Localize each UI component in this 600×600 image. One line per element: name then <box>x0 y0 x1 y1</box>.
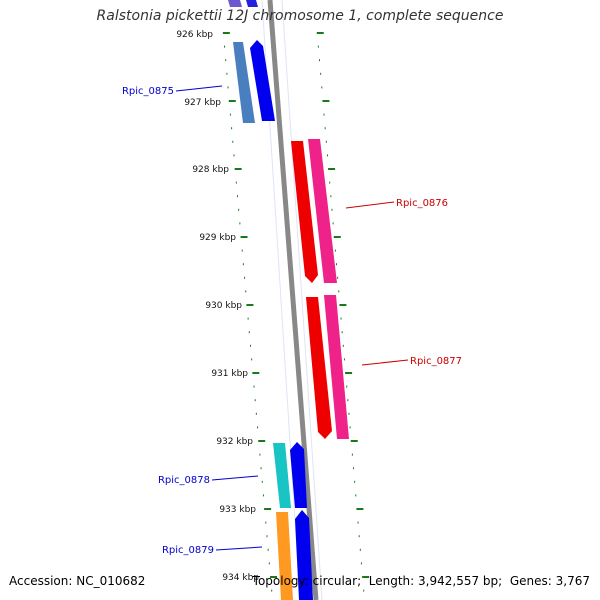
kbp-tick-label: 930 kbp <box>205 301 242 311</box>
gene-feature-partial[interactable] <box>228 0 242 7</box>
gene-feature-rpic-0878-outer[interactable] <box>273 443 291 508</box>
kbp-scale: 926 kbp 927 kbp 928 kbp 929 kbp 930 kbp … <box>176 30 259 583</box>
kbp-tick-label: 926 kbp <box>176 30 213 40</box>
gene-feature-rpic-0878[interactable] <box>290 442 307 508</box>
gene-label-rpic-0879[interactable]: Rpic_0879 <box>162 545 214 556</box>
sequence-info: Topology: circular; Length: 3,942,557 bp… <box>252 574 590 588</box>
gene-feature-partial[interactable] <box>246 0 258 7</box>
accession-value: NC_010682 <box>76 574 146 588</box>
gene-feature-rpic-0877[interactable] <box>306 297 332 439</box>
gene-label-rpic-0876[interactable]: Rpic_0876 <box>396 198 448 209</box>
map-title: Ralstonia pickettii 12J chromosome 1, co… <box>96 8 504 24</box>
topology-label: Topology: <box>252 574 309 588</box>
gene-feature-rpic-0875-outer[interactable] <box>233 42 255 123</box>
kbp-tick-label: 931 kbp <box>211 369 248 379</box>
length-value: 3,942,557 bp <box>418 574 499 588</box>
chromosome-backbone <box>267 0 319 600</box>
accession-label: Accession: <box>9 574 73 588</box>
kbp-tick-label: 928 kbp <box>192 165 229 175</box>
genes-label: Genes: <box>509 574 552 588</box>
leader-rpic-0878 <box>211 475 259 481</box>
kbp-tick-label: 927 kbp <box>184 98 221 108</box>
gene-label-rpic-0877[interactable]: Rpic_0877 <box>410 356 462 367</box>
tick-rails <box>222 32 370 592</box>
gene-feature-rpic-0876-outer[interactable] <box>308 139 337 283</box>
gene-feature-rpic-0877-outer[interactable] <box>324 295 349 439</box>
kbp-tick-label: 934 kbp <box>222 573 259 583</box>
gene-label-rpic-0875[interactable]: Rpic_0875 <box>122 86 174 97</box>
gene-track <box>228 0 349 600</box>
leader-rpic-0875 <box>175 85 223 92</box>
gene-labels: Rpic_0875 Rpic_0876 Rpic_0877 Rpic_0878 … <box>122 86 462 556</box>
segment-guide-right <box>281 0 323 600</box>
leader-rpic-0876 <box>345 201 395 209</box>
length-label: Length: <box>368 574 415 588</box>
leader-rpic-0879 <box>215 546 263 551</box>
gene-feature-rpic-0879[interactable] <box>295 510 313 600</box>
accession-info: Accession: NC_010682 <box>9 574 145 588</box>
gene-feature-rpic-0876[interactable] <box>291 141 318 283</box>
gene-leaders <box>175 85 409 551</box>
gene-feature-rpic-0879-outer[interactable] <box>276 512 293 600</box>
gene-label-rpic-0878[interactable]: Rpic_0878 <box>158 475 210 486</box>
leader-rpic-0877 <box>361 359 409 366</box>
kbp-tick-label: 933 kbp <box>219 505 256 515</box>
gene-feature-rpic-0875[interactable] <box>250 40 275 121</box>
kbp-tick-label: 929 kbp <box>199 233 236 243</box>
genes-value: 3,767 <box>555 574 590 588</box>
kbp-tick-label: 932 kbp <box>216 437 253 447</box>
topology-value: circular <box>312 574 358 588</box>
